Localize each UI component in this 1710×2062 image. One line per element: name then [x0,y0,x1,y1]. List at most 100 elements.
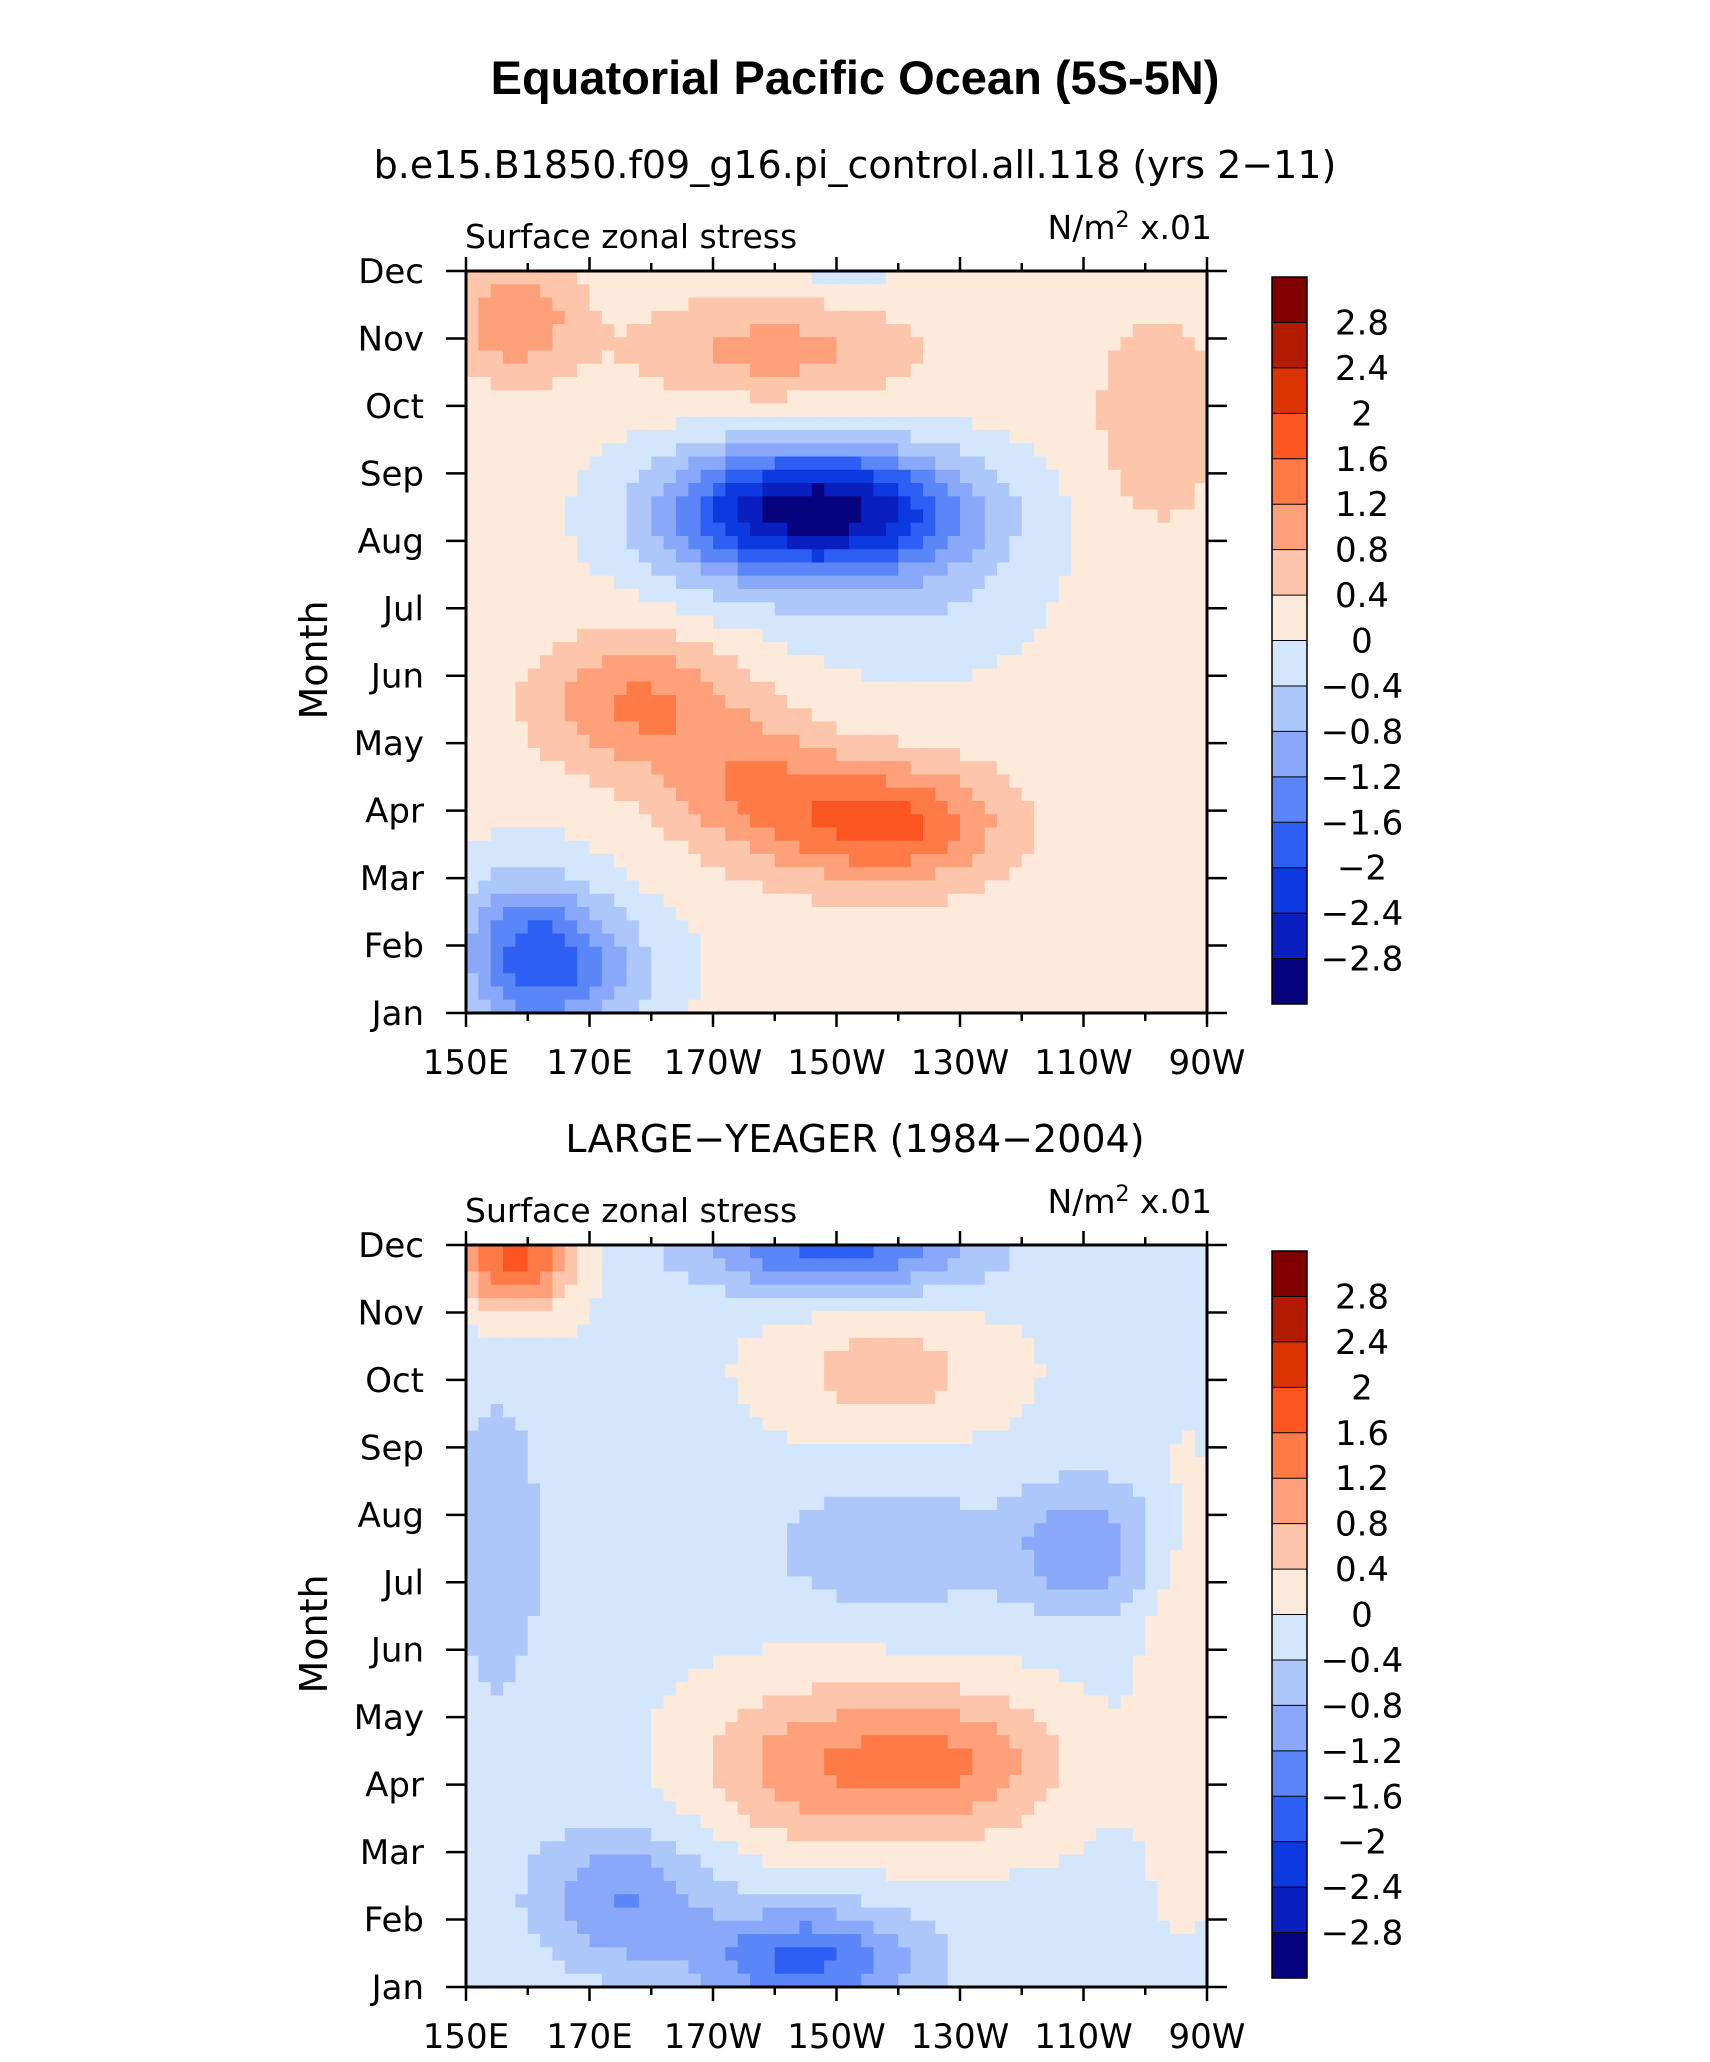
field-cell [811,628,825,643]
field-cell [725,456,739,471]
field-cell [1182,973,1196,988]
field-cell [1034,443,1048,458]
field-cell [527,271,541,285]
field-cell [1034,734,1048,749]
field-cell [466,1271,479,1286]
field-cell [651,1523,665,1538]
field-cell [935,1536,949,1551]
field-cell [947,1258,961,1273]
field-cell [478,403,492,418]
field-cell [1071,973,1085,988]
field-cell [824,589,838,603]
field-cell [490,1377,504,1392]
field-cell [737,1351,751,1365]
field-cell [675,774,689,789]
field-cell [540,589,554,603]
field-cell [577,271,591,285]
field-cell [1021,1404,1035,1418]
field-cell [922,933,936,948]
field-cell [1120,1364,1134,1379]
field-cell [1132,403,1146,418]
field-cell [750,430,763,444]
field-cell [1034,1430,1048,1445]
field-cell [503,1430,516,1445]
field-cell [762,920,776,935]
field-cell [824,986,838,1001]
field-cell [1046,1351,1060,1365]
colorbar-swatch [1272,958,1307,1005]
field-cell [1095,469,1109,484]
field-cell [997,695,1010,709]
field-cell [638,1496,652,1511]
field-cell [762,827,776,842]
field-cell [762,575,776,590]
field-cell [614,655,628,670]
field-cell [478,840,492,855]
field-cell [466,602,479,617]
field-cell [614,1523,628,1538]
field-cell [799,1430,813,1445]
field-cell [515,1523,529,1538]
field-cell [564,390,578,405]
field-cell [466,1470,479,1485]
field-cell [589,509,603,524]
field-cell [515,1576,529,1591]
field-cell [1132,801,1146,815]
field-cell [836,840,850,855]
field-cell [811,1417,825,1432]
field-cell [700,1523,714,1538]
field-cell [614,377,628,391]
field-cell [873,933,887,948]
field-cell [589,854,603,868]
field-cell [540,430,554,444]
field-cell [861,1510,875,1524]
field-cell [750,999,763,1014]
field-cell [675,1510,689,1524]
field-cell [700,907,714,921]
field-cell [997,1430,1010,1445]
field-cell [1182,933,1196,948]
field-cell [614,628,628,643]
field-cell [466,1404,479,1418]
field-cell [836,827,850,842]
field-cell [540,615,554,630]
field-cell [589,1258,603,1273]
field-cell [836,390,850,405]
field-cell [836,1298,850,1312]
field-cell [626,880,640,895]
field-cell [750,960,763,974]
field-cell [910,509,924,524]
field-cell [1194,562,1208,577]
panel-model-variable-label: Surface zonal stress [465,217,797,256]
field-cell [515,920,529,935]
field-cell [898,589,912,603]
field-cell [1071,695,1085,709]
field-cell [601,748,615,762]
field-cell [935,854,949,868]
field-cell [824,920,838,935]
field-cell [700,840,714,855]
field-cell [1009,1523,1023,1538]
field-cell [1194,1390,1208,1405]
field-cell [836,1523,850,1538]
field-cell [527,310,541,325]
field-cell [478,1351,492,1365]
field-cell [663,1510,677,1524]
field-cell [960,933,973,948]
field-cell [811,562,825,577]
field-cell [540,827,554,842]
field-cell [503,1324,516,1339]
field-cell [947,1510,961,1524]
field-cell [811,999,825,1014]
field-cell [700,854,714,868]
field-cell [503,1523,516,1538]
field-cell [997,1523,1010,1538]
field-cell [466,708,479,723]
field-cell [873,1351,887,1365]
field-cell [972,814,986,829]
field-cell [1120,1457,1134,1471]
field-cell [1034,416,1048,431]
field-cell [527,668,541,683]
field-cell [688,575,702,590]
field-cell [774,271,788,285]
